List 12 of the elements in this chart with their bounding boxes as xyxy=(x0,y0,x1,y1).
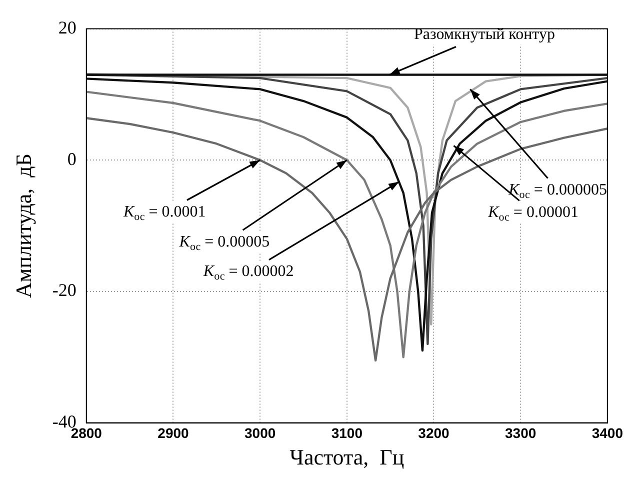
x-axis-title: Частота, Гц xyxy=(290,444,404,470)
x-tick-label: 2900 xyxy=(158,425,190,442)
x-tick-label: 3400 xyxy=(592,425,624,442)
y-tick-label: -20 xyxy=(52,280,76,300)
y-tick-label: 0 xyxy=(67,148,76,169)
y-tick-label: 20 xyxy=(58,18,76,38)
annotation: Разомкнутый контур xyxy=(414,26,555,43)
x-tick-label: 3000 xyxy=(244,425,276,442)
x-tick-label: 3200 xyxy=(418,425,450,442)
x-tick-label: 3100 xyxy=(331,425,363,442)
x-tick-label: 3300 xyxy=(505,425,536,442)
y-axis-title: Амплитуда, дБ xyxy=(10,154,36,298)
